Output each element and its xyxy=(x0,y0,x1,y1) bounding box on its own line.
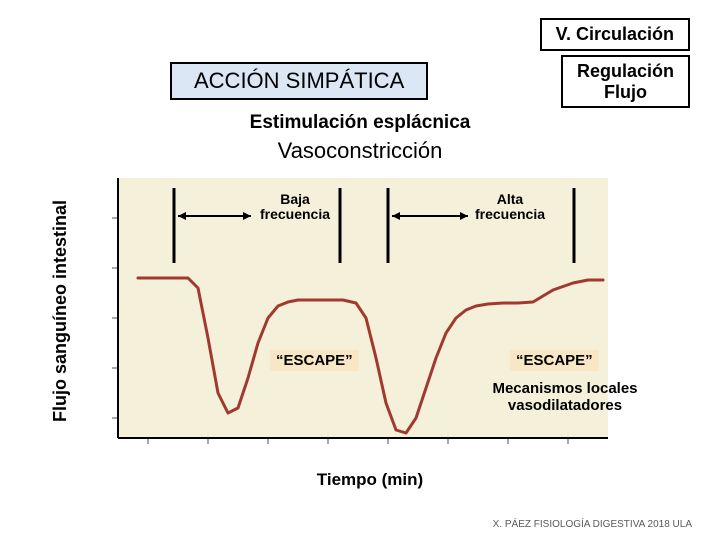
escape-label-1: “ESCAPE” xyxy=(270,350,359,371)
high-freq-l1: Alta xyxy=(497,191,523,207)
footer-credit: X. PÁEZ FISIOLOGÍA DIGESTIVA 2018 ULA xyxy=(493,519,692,530)
high-freq-l2: frecuencia xyxy=(475,206,545,222)
subtitle-vasoconstriction: Vasoconstricción xyxy=(0,138,720,164)
x-axis-label: Tiempo (min) xyxy=(110,470,630,490)
escape-label-2: “ESCAPE” xyxy=(510,350,599,371)
regulation-line2: Flujo xyxy=(604,82,647,102)
regulation-badge: Regulación Flujo xyxy=(561,55,690,108)
low-frequency-label: Baja frecuencia xyxy=(250,192,340,223)
low-freq-l1: Baja xyxy=(280,191,310,207)
mechanisms-label: Mecanismos locales vasodilatadores xyxy=(480,380,650,415)
low-freq-l2: frecuencia xyxy=(260,206,330,222)
mech-l2: vasodilatadores xyxy=(508,397,622,414)
high-frequency-label: Alta frecuencia xyxy=(460,192,560,223)
regulation-line1: Regulación xyxy=(577,61,674,81)
subtitle-stimulation: Estimulación esplácnica xyxy=(0,112,720,134)
mech-l1: Mecanismos locales xyxy=(492,380,637,397)
main-title: ACCIÓN SIMPÁTICA xyxy=(170,62,428,100)
section-badge: V. Circulación xyxy=(540,18,690,51)
chart-area: Baja frecuencia Alta frecuencia “ESCAPE”… xyxy=(110,170,630,458)
y-axis-label: Flujo sanguíneo intestinal xyxy=(50,167,71,455)
